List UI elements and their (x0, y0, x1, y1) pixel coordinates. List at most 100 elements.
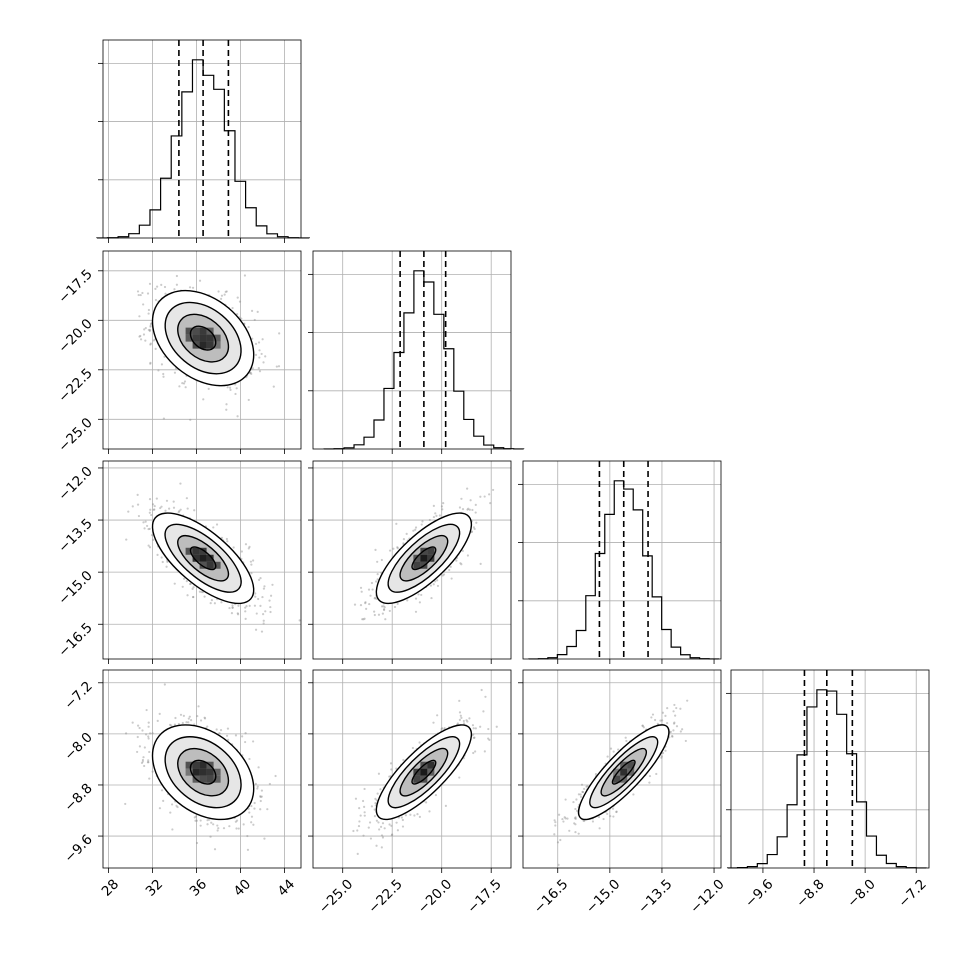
sample-point (199, 824, 202, 827)
sample-point (139, 293, 142, 297)
sample-point (246, 848, 250, 851)
contour-line (577, 724, 670, 821)
sample-point (615, 810, 618, 814)
sample-point (671, 735, 674, 738)
sample-point (136, 493, 139, 496)
sample-point (212, 823, 215, 826)
sample-point (142, 333, 146, 336)
sample-point (235, 827, 238, 830)
density-pixel (213, 561, 221, 569)
sample-point (172, 506, 176, 509)
sample-point (641, 724, 644, 727)
density-pixel (420, 768, 428, 776)
sample-point (298, 619, 301, 622)
sample-point (553, 833, 556, 836)
sample-point (411, 746, 414, 750)
density-pixel (199, 334, 207, 342)
sample-point (186, 507, 189, 510)
sample-point (371, 588, 374, 591)
density-content (553, 699, 689, 866)
density-pixel (206, 561, 214, 569)
sample-point (396, 546, 399, 549)
density-pixel (613, 768, 621, 776)
contour-line (177, 534, 230, 582)
sample-point (235, 819, 239, 822)
sample-point (136, 750, 139, 754)
sample-point (162, 417, 166, 420)
y-tick-label: −15.0 (55, 568, 96, 609)
sample-point (159, 506, 162, 510)
sample-point (458, 699, 461, 702)
sample-point (153, 508, 156, 511)
sample-point (393, 605, 397, 609)
sample-point (661, 711, 664, 714)
sample-point (160, 363, 164, 366)
sample-point (138, 335, 141, 338)
sample-point (258, 370, 262, 373)
sample-point (479, 725, 482, 728)
sample-point (405, 532, 408, 535)
sample-point (367, 588, 371, 591)
sample-point (144, 339, 147, 342)
sample-point (579, 795, 583, 798)
sample-point (660, 756, 663, 759)
sample-point (672, 729, 675, 732)
sample-point (597, 815, 601, 819)
density-pixel (199, 554, 207, 562)
sample-point (144, 733, 148, 736)
sample-point (257, 597, 260, 601)
y-tick-label: −17.5 (55, 266, 96, 307)
sample-point (162, 375, 165, 378)
density-panel-3-1 (98, 460, 302, 664)
sample-point (259, 604, 262, 607)
y-tick-label: −7.2 (61, 678, 95, 712)
sample-point (259, 577, 262, 580)
sample-point (557, 813, 561, 816)
sample-point (231, 306, 234, 310)
sample-point (591, 820, 595, 823)
y-tick-label: −25.0 (55, 415, 96, 456)
contour-line (177, 747, 230, 797)
sample-point (160, 283, 163, 286)
x-tick-label: −25.0 (316, 876, 357, 917)
sample-point (220, 601, 223, 604)
contour-line (411, 759, 437, 785)
sample-point (467, 507, 470, 510)
sample-point (256, 310, 259, 313)
sample-point (175, 804, 178, 807)
sample-point (473, 736, 476, 739)
sample-point (388, 823, 391, 826)
sample-point (574, 831, 577, 834)
sample-point (390, 824, 393, 827)
sample-point (466, 508, 469, 511)
sample-point (230, 612, 234, 615)
contour-line (164, 523, 242, 593)
sample-point (242, 823, 245, 826)
sample-point (224, 290, 227, 293)
sample-point (203, 716, 206, 719)
density-frame (312, 669, 512, 869)
density-frame (102, 250, 302, 450)
sample-point (574, 807, 577, 811)
density-pixel (192, 327, 200, 335)
density-pixel (192, 761, 200, 769)
contour-line (411, 546, 437, 571)
sample-point (173, 288, 176, 291)
histogram-frame (730, 669, 930, 869)
sample-point (568, 829, 571, 832)
density-panel-3-2 (308, 460, 512, 664)
sample-point (609, 815, 612, 818)
sample-point (257, 766, 260, 769)
sample-point (209, 602, 212, 605)
sample-point (253, 801, 256, 805)
sample-point (124, 732, 128, 735)
sample-point (262, 619, 265, 622)
sample-point (673, 703, 676, 707)
sample-point (153, 504, 156, 508)
sample-point (178, 385, 181, 388)
density-pixel (192, 547, 200, 555)
sample-point (245, 605, 248, 608)
y-tick-label: −8.0 (61, 729, 95, 763)
contour-line (387, 736, 461, 809)
sample-point (359, 604, 363, 607)
